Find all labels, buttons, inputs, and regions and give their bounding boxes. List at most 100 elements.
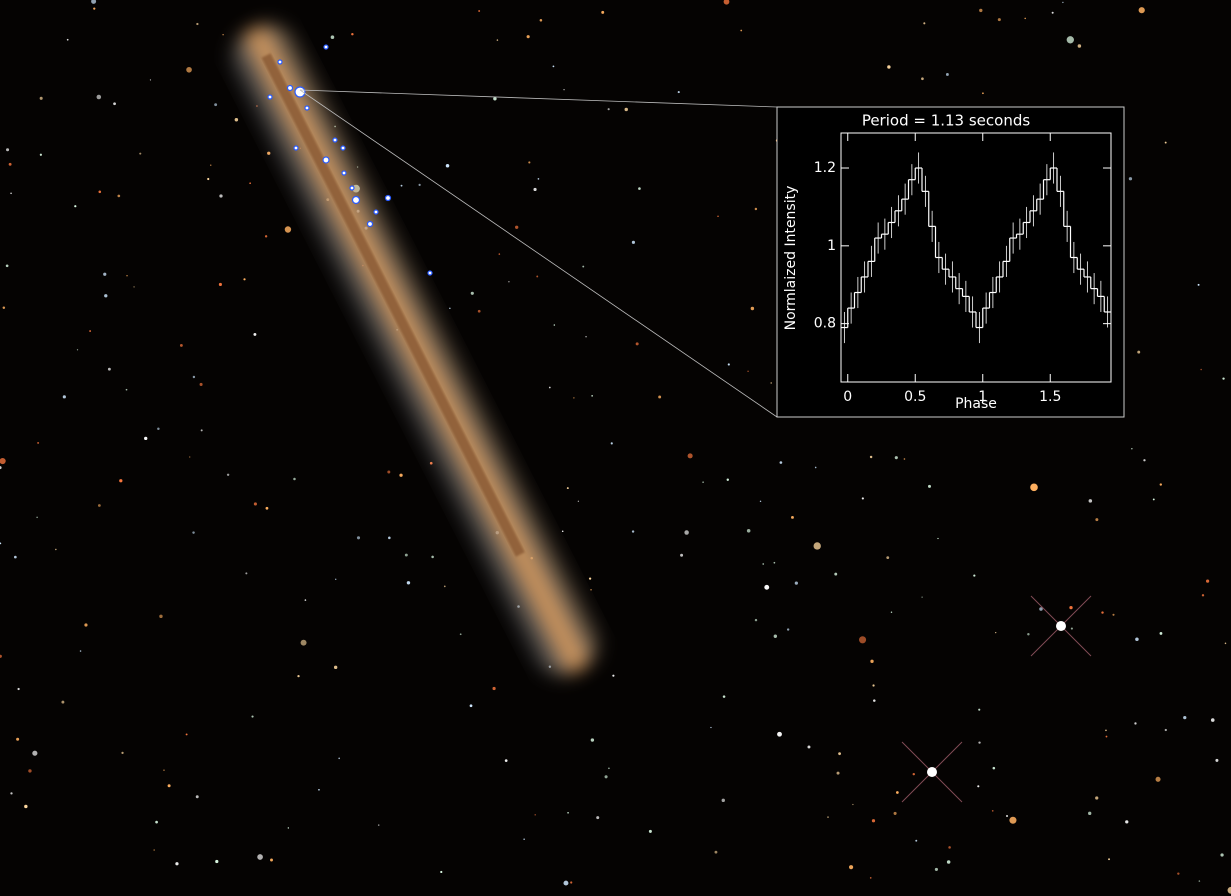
star bbox=[28, 769, 31, 772]
star bbox=[10, 792, 12, 794]
star bbox=[515, 226, 518, 229]
star bbox=[978, 709, 980, 711]
star bbox=[1225, 643, 1227, 645]
star bbox=[200, 383, 203, 386]
star bbox=[814, 542, 821, 549]
star bbox=[119, 479, 122, 482]
star bbox=[207, 178, 209, 180]
star bbox=[1165, 729, 1167, 731]
star bbox=[538, 178, 540, 180]
star bbox=[608, 768, 610, 770]
star bbox=[80, 650, 82, 652]
star bbox=[55, 549, 56, 550]
star bbox=[219, 194, 222, 197]
star bbox=[10, 192, 12, 194]
star bbox=[235, 118, 238, 121]
star bbox=[780, 461, 783, 464]
star bbox=[1202, 594, 1204, 596]
x-axis-label: Phase bbox=[955, 396, 997, 412]
star bbox=[104, 294, 107, 297]
star bbox=[201, 429, 203, 431]
source bbox=[333, 138, 337, 142]
star bbox=[305, 599, 307, 601]
star bbox=[540, 19, 543, 22]
y-tick-label: 1 bbox=[827, 238, 836, 254]
chart-title: Period = 1.13 seconds bbox=[862, 112, 1031, 130]
star bbox=[717, 216, 719, 218]
star bbox=[126, 389, 128, 391]
star bbox=[210, 164, 211, 165]
star bbox=[84, 623, 87, 626]
star bbox=[747, 529, 751, 533]
star bbox=[638, 187, 641, 190]
star bbox=[982, 92, 984, 94]
star bbox=[1067, 36, 1074, 43]
star bbox=[36, 517, 37, 518]
star bbox=[977, 785, 979, 787]
star bbox=[163, 770, 164, 771]
star bbox=[762, 563, 764, 565]
star bbox=[449, 308, 450, 309]
star bbox=[774, 562, 776, 564]
star bbox=[63, 395, 66, 398]
star bbox=[837, 772, 840, 775]
star bbox=[266, 507, 269, 510]
star bbox=[536, 275, 538, 277]
star bbox=[245, 572, 247, 574]
source bbox=[386, 196, 391, 201]
star bbox=[1220, 853, 1223, 856]
star bbox=[894, 812, 897, 815]
star bbox=[608, 108, 610, 110]
star bbox=[254, 502, 257, 505]
star bbox=[1183, 716, 1186, 719]
star bbox=[680, 554, 683, 557]
star bbox=[715, 851, 718, 854]
star bbox=[24, 805, 27, 808]
star bbox=[1160, 632, 1163, 635]
star bbox=[935, 868, 938, 871]
star bbox=[591, 395, 593, 397]
star bbox=[6, 148, 9, 151]
star bbox=[570, 881, 572, 883]
star bbox=[896, 791, 899, 794]
star bbox=[227, 474, 229, 476]
star bbox=[155, 821, 158, 824]
star bbox=[891, 611, 892, 612]
star bbox=[582, 266, 584, 268]
star bbox=[904, 458, 906, 460]
star bbox=[755, 208, 757, 210]
x-tick-label: 0.5 bbox=[904, 389, 926, 405]
star bbox=[331, 35, 335, 39]
star bbox=[886, 556, 889, 559]
star bbox=[596, 816, 599, 819]
star bbox=[89, 330, 91, 332]
star bbox=[243, 278, 245, 280]
star bbox=[563, 89, 564, 90]
star bbox=[401, 185, 403, 187]
source bbox=[368, 222, 373, 227]
star bbox=[787, 628, 789, 630]
star bbox=[1156, 777, 1161, 782]
source bbox=[305, 106, 309, 110]
star bbox=[1125, 820, 1128, 823]
star bbox=[535, 814, 536, 815]
star bbox=[388, 537, 391, 540]
star bbox=[873, 699, 876, 702]
star bbox=[1027, 633, 1029, 635]
star bbox=[995, 632, 996, 633]
star bbox=[1129, 177, 1132, 180]
star bbox=[1200, 369, 1202, 371]
star bbox=[1165, 142, 1167, 144]
star bbox=[265, 235, 267, 237]
source bbox=[342, 171, 346, 175]
star bbox=[764, 585, 769, 590]
star bbox=[1211, 718, 1215, 722]
star bbox=[658, 395, 661, 398]
source bbox=[268, 95, 272, 99]
star bbox=[270, 859, 273, 862]
star bbox=[157, 428, 159, 430]
star bbox=[478, 310, 481, 313]
star bbox=[895, 456, 898, 459]
star bbox=[688, 453, 693, 458]
star bbox=[338, 758, 340, 760]
